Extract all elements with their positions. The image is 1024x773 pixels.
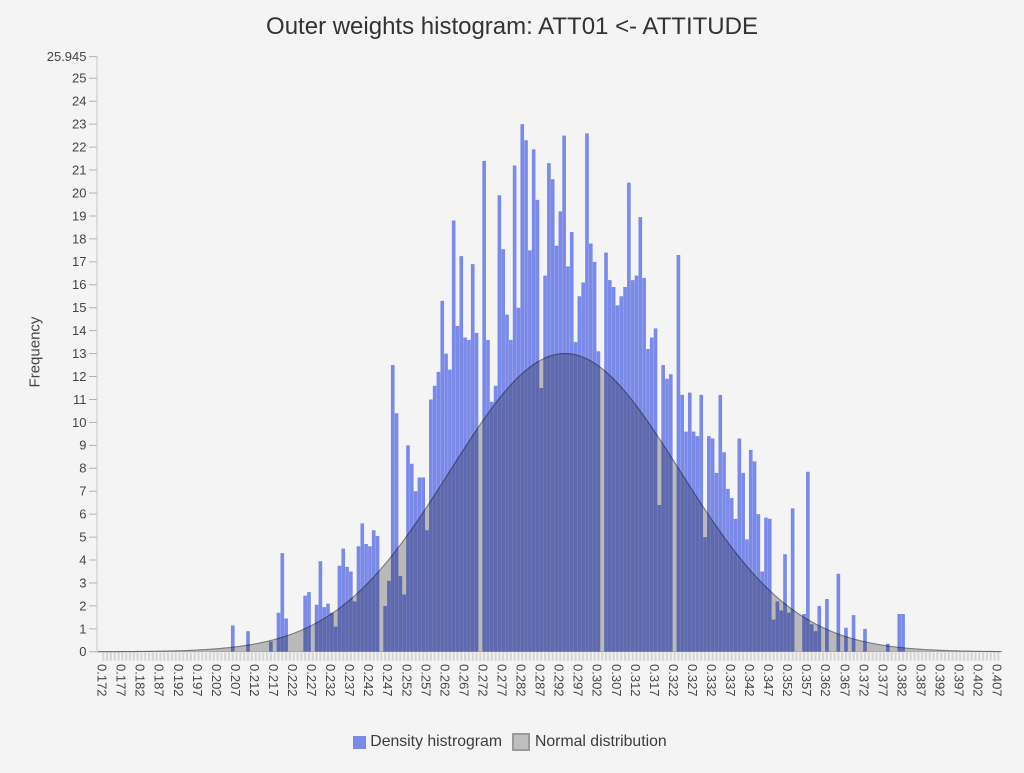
svg-text:0.407: 0.407: [990, 664, 1005, 697]
svg-text:0.342: 0.342: [742, 664, 757, 697]
svg-text:16: 16: [72, 277, 86, 292]
svg-text:13: 13: [72, 346, 86, 361]
svg-text:0.207: 0.207: [228, 664, 243, 697]
svg-text:0.302: 0.302: [590, 664, 605, 697]
svg-text:0.217: 0.217: [266, 664, 281, 697]
svg-text:0.332: 0.332: [704, 664, 719, 697]
svg-text:0.182: 0.182: [133, 664, 148, 697]
svg-text:0.172: 0.172: [95, 664, 110, 697]
svg-text:8: 8: [79, 461, 86, 476]
svg-text:0.232: 0.232: [323, 664, 338, 697]
svg-text:0.272: 0.272: [475, 664, 490, 697]
svg-text:17: 17: [72, 254, 86, 269]
svg-text:0.397: 0.397: [952, 664, 967, 697]
svg-text:0.227: 0.227: [304, 664, 319, 697]
svg-text:0.352: 0.352: [780, 664, 795, 697]
svg-text:0.312: 0.312: [628, 664, 643, 697]
svg-text:11: 11: [73, 392, 87, 407]
svg-text:0.202: 0.202: [209, 664, 224, 697]
svg-text:12: 12: [72, 369, 86, 384]
svg-text:0.257: 0.257: [418, 664, 433, 697]
svg-text:0.372: 0.372: [856, 664, 871, 697]
svg-text:0.322: 0.322: [666, 664, 681, 697]
svg-text:18: 18: [72, 231, 86, 246]
svg-text:20: 20: [72, 185, 86, 200]
svg-text:0.347: 0.347: [761, 664, 776, 697]
svg-text:0.177: 0.177: [114, 664, 129, 697]
svg-text:0.242: 0.242: [361, 664, 376, 697]
svg-text:0.367: 0.367: [837, 664, 852, 697]
svg-text:4: 4: [79, 552, 86, 567]
svg-text:7: 7: [79, 484, 86, 499]
svg-text:0.292: 0.292: [552, 664, 567, 697]
svg-text:5: 5: [79, 530, 86, 545]
svg-text:23: 23: [72, 117, 86, 132]
svg-text:0.262: 0.262: [437, 664, 452, 697]
svg-text:0.382: 0.382: [894, 664, 909, 697]
svg-text:2: 2: [79, 598, 86, 613]
svg-text:25: 25: [72, 71, 86, 86]
svg-text:0.327: 0.327: [685, 664, 700, 697]
svg-text:0.247: 0.247: [380, 664, 395, 697]
svg-text:6: 6: [79, 507, 86, 522]
svg-text:3: 3: [79, 575, 86, 590]
svg-text:10: 10: [72, 415, 86, 430]
svg-text:0.402: 0.402: [971, 664, 986, 697]
svg-text:0.282: 0.282: [514, 664, 529, 697]
svg-text:0.357: 0.357: [799, 664, 814, 697]
svg-text:0.392: 0.392: [932, 664, 947, 697]
svg-text:0.317: 0.317: [647, 664, 662, 697]
svg-text:22: 22: [72, 140, 86, 155]
svg-text:9: 9: [79, 438, 86, 453]
svg-text:0.337: 0.337: [723, 664, 738, 697]
svg-text:0.212: 0.212: [247, 664, 262, 697]
svg-text:0.222: 0.222: [285, 664, 300, 697]
svg-text:24: 24: [72, 94, 86, 109]
svg-text:0.267: 0.267: [456, 664, 471, 697]
svg-text:0.362: 0.362: [818, 664, 833, 697]
svg-text:14: 14: [72, 323, 86, 338]
svg-text:0.197: 0.197: [190, 664, 205, 697]
svg-text:0.387: 0.387: [913, 664, 928, 697]
svg-text:0.307: 0.307: [609, 664, 624, 697]
svg-text:0: 0: [79, 644, 86, 659]
svg-text:0.277: 0.277: [494, 664, 509, 697]
svg-text:0.237: 0.237: [342, 664, 357, 697]
svg-text:15: 15: [72, 300, 86, 315]
svg-text:21: 21: [72, 162, 86, 177]
svg-text:0.192: 0.192: [171, 664, 186, 697]
svg-text:19: 19: [72, 208, 86, 223]
svg-text:25.945: 25.945: [47, 49, 87, 64]
svg-text:0.287: 0.287: [533, 664, 548, 697]
svg-text:0.252: 0.252: [399, 664, 414, 697]
svg-text:0.187: 0.187: [152, 664, 167, 697]
svg-text:0.297: 0.297: [571, 664, 586, 697]
svg-text:1: 1: [79, 621, 86, 636]
svg-text:0.377: 0.377: [875, 664, 890, 697]
